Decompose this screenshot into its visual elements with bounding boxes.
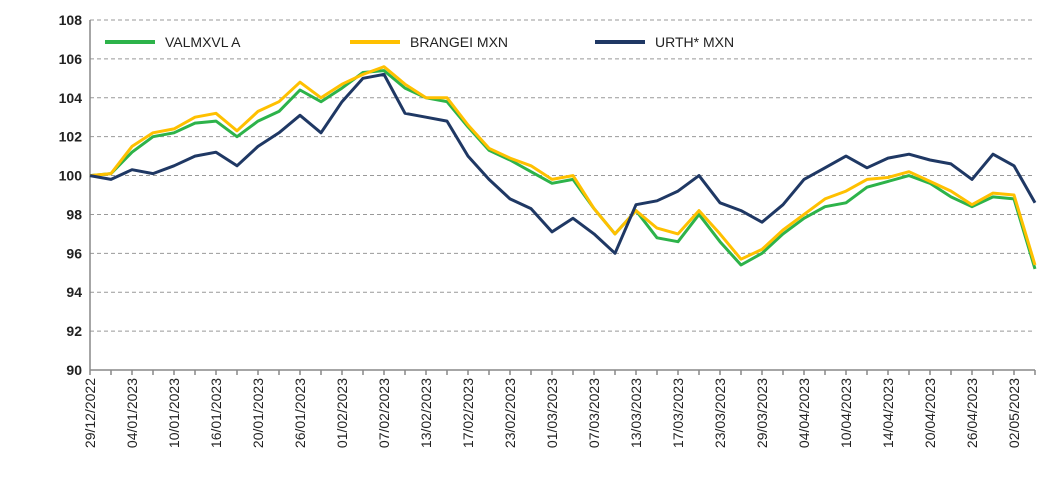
x-tick-label: 23/02/2023 [502, 378, 518, 448]
x-tick-label: 14/04/2023 [880, 378, 896, 448]
legend-label: BRANGEI MXN [410, 34, 508, 50]
x-tick-label: 07/02/2023 [376, 378, 392, 448]
x-tick-label: 01/03/2023 [544, 378, 560, 448]
x-tick-label: 04/01/2023 [124, 378, 140, 448]
x-tick-label: 10/04/2023 [838, 378, 854, 448]
y-tick-label: 104 [59, 90, 83, 106]
x-tick-label: 29/12/2022 [82, 378, 98, 448]
x-tick-label: 07/03/2023 [586, 378, 602, 448]
x-tick-label: 01/02/2023 [334, 378, 350, 448]
y-tick-label: 106 [59, 51, 83, 67]
x-tick-label: 26/04/2023 [964, 378, 980, 448]
x-tick-label: 20/01/2023 [250, 378, 266, 448]
y-tick-label: 102 [59, 129, 83, 145]
x-tick-label: 17/02/2023 [460, 378, 476, 448]
x-tick-label: 10/01/2023 [166, 378, 182, 448]
y-tick-label: 108 [59, 12, 83, 28]
series-line [89, 65, 1037, 266]
y-tick-label: 100 [59, 168, 83, 184]
x-tick-label: 20/04/2023 [922, 378, 938, 448]
y-tick-label: 94 [66, 284, 82, 300]
x-tick-label: 13/03/2023 [628, 378, 644, 448]
series-line [89, 69, 1037, 270]
x-tick-label: 04/04/2023 [796, 378, 812, 448]
y-tick-label: 92 [66, 323, 82, 339]
y-tick-label: 96 [66, 245, 82, 261]
x-tick-label: 13/02/2023 [418, 378, 434, 448]
legend-label: URTH* MXN [655, 34, 734, 50]
series-line [89, 72, 1037, 255]
y-tick-label: 98 [66, 206, 82, 222]
x-tick-label: 26/01/2023 [292, 378, 308, 448]
legend-label: VALMXVL A [165, 34, 241, 50]
x-tick-label: 23/03/2023 [712, 378, 728, 448]
x-tick-label: 17/03/2023 [670, 378, 686, 448]
x-tick-label: 02/05/2023 [1006, 378, 1022, 448]
x-tick-label: 29/03/2023 [754, 378, 770, 448]
x-tick-label: 16/01/2023 [208, 378, 224, 448]
y-tick-label: 90 [66, 362, 82, 378]
